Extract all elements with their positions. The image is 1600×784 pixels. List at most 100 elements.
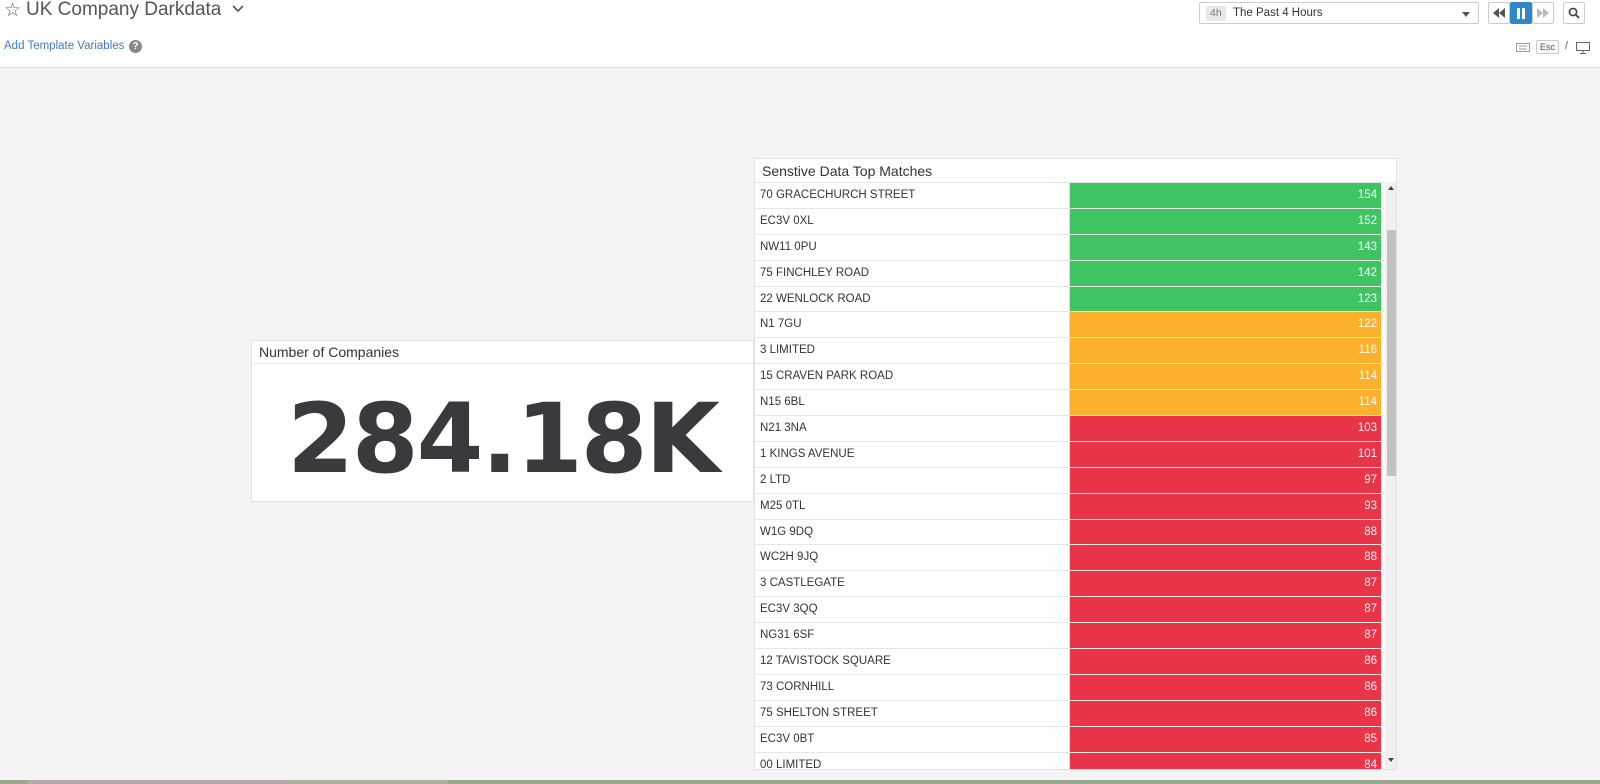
table-row[interactable]: N21 3NA 103 <box>755 415 1385 441</box>
row-value: 143 <box>1357 240 1377 253</box>
row-label: 1 KINGS AVENUE <box>760 447 855 460</box>
row-value-cell: 87 <box>1069 571 1381 597</box>
row-value: 114 <box>1358 370 1377 383</box>
row-label: 22 WENLOCK ROAD <box>760 292 871 305</box>
sensitive-data-top-matches-widget[interactable]: Senstive Data Top Matches 70 GRACECHURCH… <box>754 158 1397 770</box>
row-value-cell: 123 <box>1069 286 1381 312</box>
table-row[interactable]: 2 LTD 97 <box>755 466 1385 493</box>
time-range-badge: 4h <box>1206 6 1226 21</box>
row-value: 87 <box>1364 603 1377 616</box>
table-row[interactable]: 15 CRAVEN PARK ROAD 114 <box>755 363 1385 390</box>
table-row[interactable]: N15 6BL 114 <box>755 389 1385 416</box>
row-value: 88 <box>1364 525 1377 538</box>
time-range-select[interactable]: 4h The Past 4 Hours <box>1199 2 1479 24</box>
row-value-cell: 101 <box>1069 441 1381 467</box>
table-row[interactable]: W1G 9DQ 88 <box>755 518 1385 545</box>
row-value-cell: 103 <box>1069 416 1381 441</box>
table-row[interactable]: M25 0TL 93 <box>755 492 1385 519</box>
row-value-cell: 154 <box>1069 183 1381 208</box>
search-button[interactable] <box>1563 2 1585 24</box>
row-value: 88 <box>1364 551 1377 564</box>
row-label: WC2H 9JQ <box>760 551 819 564</box>
table-row[interactable]: 3 LIMITED 116 <box>755 337 1385 364</box>
table-row[interactable]: N1 7GU 122 <box>755 311 1385 338</box>
dashboard-header: ☆ UK Company Darkdata Add Template Varia… <box>0 0 1600 68</box>
fast-forward-button[interactable] <box>1532 2 1554 24</box>
row-label: EC3V 0XL <box>760 214 814 227</box>
status-strip-segment <box>28 780 288 784</box>
row-value-cell: 87 <box>1069 597 1381 623</box>
table-row[interactable]: NW11 0PU 143 <box>755 233 1385 260</box>
chevron-down-icon[interactable] <box>232 5 244 13</box>
fast-forward-icon <box>1537 8 1549 18</box>
add-template-variables-link[interactable]: Add Template Variables <box>4 40 125 52</box>
table-row[interactable]: 73 CORNHILL 86 <box>755 673 1385 700</box>
row-value-cell: 84 <box>1069 752 1381 770</box>
row-value: 122 <box>1357 318 1377 331</box>
scroll-down-arrow-icon[interactable] <box>1388 758 1394 762</box>
row-label: 2 LTD <box>760 473 791 486</box>
rewind-button[interactable] <box>1488 2 1510 24</box>
table-row[interactable]: 70 GRACECHURCH STREET 154 <box>755 182 1385 208</box>
row-value-cell: 93 <box>1069 493 1381 519</box>
table-row[interactable]: 22 WENLOCK ROAD 123 <box>755 285 1385 312</box>
widget-title: Senstive Data Top Matches <box>762 163 933 179</box>
monitor-icon[interactable] <box>1576 42 1590 54</box>
row-value: 87 <box>1364 577 1377 590</box>
row-value: 86 <box>1364 655 1377 668</box>
row-value: 86 <box>1364 706 1377 719</box>
table-row[interactable]: EC3V 0BT 85 <box>755 725 1385 752</box>
rewind-icon <box>1493 8 1505 18</box>
table-row[interactable]: 3 CASTLEGATE 87 <box>755 570 1385 597</box>
row-label: 00 LIMITED <box>760 758 822 770</box>
scrollbar-thumb[interactable] <box>1387 230 1396 476</box>
row-value: 116 <box>1358 344 1377 357</box>
dashboard-title[interactable]: UK Company Darkdata <box>26 0 222 20</box>
vertical-scrollbar[interactable] <box>1385 182 1396 769</box>
row-value: 84 <box>1364 758 1377 770</box>
table-row[interactable]: 75 FINCHLEY ROAD 142 <box>755 259 1385 286</box>
row-label: 3 CASTLEGATE <box>760 577 845 590</box>
caret-down-icon <box>1462 12 1470 17</box>
table-row[interactable]: EC3V 3QQ 87 <box>755 596 1385 623</box>
row-label: 75 FINCHLEY ROAD <box>760 266 870 279</box>
row-label: EC3V 0BT <box>760 732 815 745</box>
row-label: NW11 0PU <box>760 240 817 253</box>
row-value-cell: 86 <box>1069 649 1381 674</box>
row-value-cell: 97 <box>1069 467 1381 493</box>
table-row[interactable]: NG31 6SF 87 <box>755 622 1385 649</box>
help-icon[interactable]: ? <box>129 40 142 53</box>
row-value-cell: 88 <box>1069 545 1381 571</box>
row-value-cell: 85 <box>1069 726 1381 752</box>
row-value-cell: 87 <box>1069 623 1381 649</box>
top-matches-list: 70 GRACECHURCH STREET 154 EC3V 0XL 152 NW11 … <box>755 182 1385 770</box>
table-row[interactable]: 00 LIMITED 84 <box>755 751 1385 770</box>
row-value: 152 <box>1357 214 1377 227</box>
row-label: 12 TAVISTOCK SQUARE <box>760 655 891 668</box>
widget-title: Number of Companies <box>259 344 400 360</box>
table-row[interactable]: 75 SHELTON STREET 86 <box>755 699 1385 726</box>
table-row[interactable]: EC3V 0XL 152 <box>755 207 1385 234</box>
row-value: 101 <box>1357 447 1377 460</box>
star-icon[interactable]: ☆ <box>4 0 22 21</box>
pause-icon <box>1517 7 1525 19</box>
divider <box>252 363 753 364</box>
esc-key[interactable]: Esc <box>1536 40 1560 54</box>
scroll-up-arrow-icon[interactable] <box>1388 186 1394 190</box>
number-of-companies-widget[interactable]: Number of Companies 284.18K <box>251 340 754 502</box>
table-row[interactable]: 1 KINGS AVENUE 101 <box>755 440 1385 467</box>
row-value: 103 <box>1357 422 1377 435</box>
row-value: 154 <box>1357 189 1377 201</box>
pause-button[interactable] <box>1510 2 1532 24</box>
row-label: 73 CORNHILL <box>760 680 835 693</box>
row-value-cell: 88 <box>1069 519 1381 545</box>
row-value-cell: 86 <box>1069 674 1381 700</box>
companies-count-value: 284.18K <box>287 383 720 495</box>
table-row[interactable]: WC2H 9JQ 88 <box>755 544 1385 571</box>
time-range-label: The Past 4 Hours <box>1233 7 1323 19</box>
keyboard-icon[interactable] <box>1516 43 1530 52</box>
row-value: 93 <box>1364 499 1377 512</box>
row-label: NG31 6SF <box>760 629 815 642</box>
shortcut-separator: / <box>1565 40 1569 52</box>
table-row[interactable]: 12 TAVISTOCK SQUARE 86 <box>755 648 1385 674</box>
